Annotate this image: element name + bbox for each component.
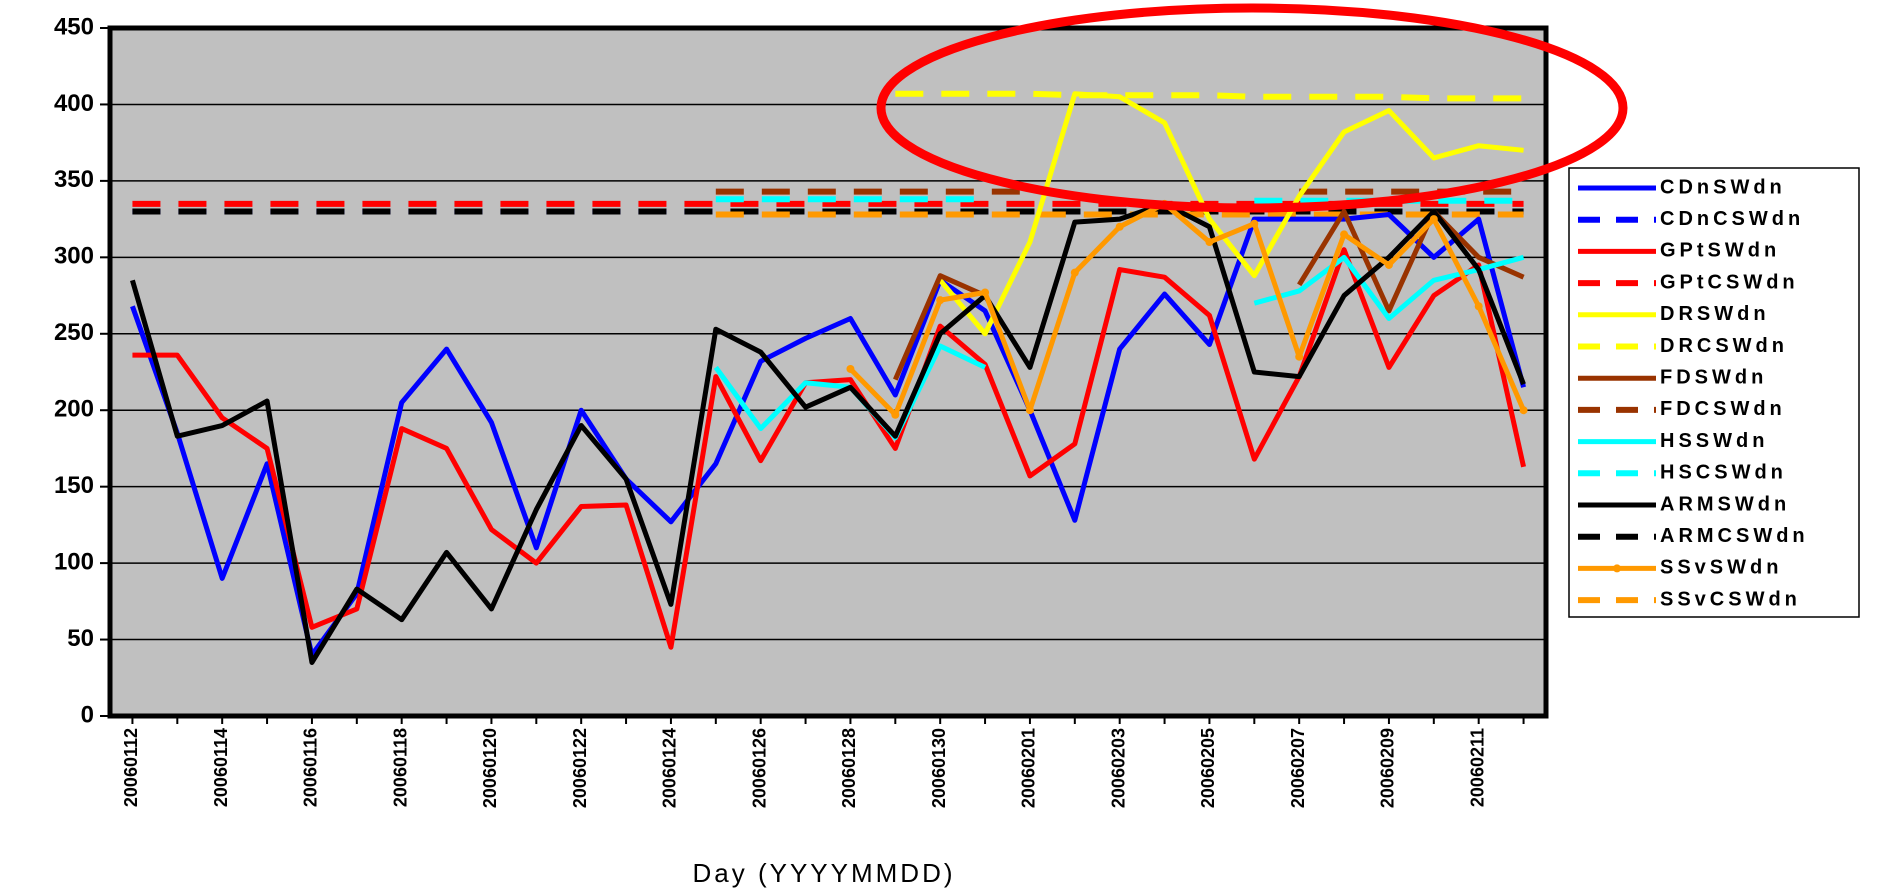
legend-marker — [1613, 564, 1621, 573]
x-tick-label: 20060203 — [1108, 728, 1128, 808]
point-marker — [1340, 230, 1349, 239]
legend-label: GPtSWdn — [1660, 240, 1780, 262]
legend-label: HSSWdn — [1660, 430, 1768, 452]
x-tick-label: 20060205 — [1198, 728, 1218, 808]
x-tick-label: 20060118 — [390, 728, 410, 807]
point-marker — [1025, 406, 1034, 415]
point-marker — [846, 364, 855, 373]
series-line — [130, 212, 1526, 658]
legend-label: FDSWdn — [1660, 366, 1767, 388]
legend-box — [1568, 167, 1860, 618]
point-marker — [1205, 238, 1214, 247]
x-tick-label: 20060116 — [301, 728, 321, 807]
legend-label: GPtCSWdn — [1660, 271, 1799, 293]
legend-label: ARMSWdn — [1660, 493, 1790, 515]
point-marker — [1384, 260, 1393, 269]
point-marker — [936, 296, 945, 305]
dashed-line — [895, 90, 1524, 102]
plot-area — [110, 28, 1546, 716]
highlight-ellipse — [876, 3, 1628, 213]
legend-label: DRSWdn — [1660, 303, 1770, 325]
x-tick-label: 20060128 — [839, 728, 859, 808]
point-marker — [1295, 352, 1304, 361]
y-tick-label: 100 — [54, 548, 94, 575]
y-tick-label: 450 — [54, 13, 94, 40]
y-tick-label: 400 — [54, 90, 94, 117]
x-tick-label: 20060201 — [1019, 728, 1039, 808]
series-line — [938, 91, 1524, 337]
lines — [130, 90, 1528, 665]
legend-label: CDnSWdn — [1660, 176, 1786, 198]
y-tick-label: 350 — [54, 166, 94, 193]
point-marker — [1429, 215, 1438, 224]
point-marker — [1474, 302, 1483, 311]
legend-label: HSCSWdn — [1660, 462, 1787, 484]
x-tick-label: 20060211 — [1467, 728, 1487, 807]
x-tick-label: 20060124 — [660, 728, 680, 808]
y-tick-label: 150 — [54, 472, 94, 499]
series-line — [893, 273, 987, 381]
axes: 0 50 100 150 200 250 300 350 400 450 20060112 20060… — [54, 13, 1525, 808]
series-line — [1297, 208, 1525, 314]
x-tick-label: 20060120 — [480, 728, 500, 808]
x-tick-label: 20060122 — [570, 728, 590, 808]
legend: CDnSWdn CDnCSWdn GPtSWdn GPtCSWdn DRSWdn DRCS… — [1578, 176, 1809, 610]
x-tick-label: 20060126 — [749, 728, 769, 808]
x-axis-label: Day (YYYYMMDD) — [692, 858, 955, 888]
series-line — [848, 201, 1526, 418]
series-line — [132, 247, 1527, 650]
y-tick-label: 0 — [81, 701, 94, 728]
series-line — [130, 201, 1526, 665]
point-marker — [1250, 219, 1259, 228]
x-tick-label: 20060209 — [1378, 728, 1398, 808]
point-marker — [1115, 222, 1124, 231]
legend-label: SSvCSWdn — [1660, 588, 1801, 610]
x-tick-label: 20060114 — [211, 728, 231, 807]
y-tick-label: 250 — [54, 319, 94, 346]
x-tick-label: 20060207 — [1288, 728, 1308, 808]
point-marker — [1519, 406, 1528, 415]
point-marker — [1070, 268, 1079, 277]
point-marker — [981, 288, 990, 297]
legend-label: SSvSWdn — [1660, 557, 1782, 579]
plot-frame — [107, 25, 1549, 719]
legend-label: CDnCSWdn — [1660, 208, 1804, 230]
y-tick-label: 50 — [67, 625, 94, 652]
y-tick-label: 300 — [54, 243, 94, 270]
x-tick-label: 20060112 — [121, 728, 141, 807]
legend-label: FDCSWdn — [1660, 398, 1786, 420]
legend-label: DRCSWdn — [1660, 335, 1788, 357]
point-marker — [891, 410, 900, 419]
legend-label: ARMCSWdn — [1660, 525, 1809, 547]
y-tick-label: 200 — [54, 396, 94, 423]
x-tick-label: 20060130 — [929, 728, 949, 808]
